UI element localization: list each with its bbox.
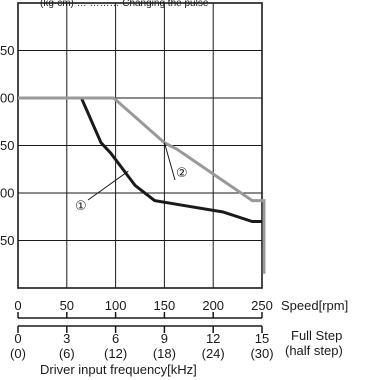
speed-axis: 0 50 100 150 200 250	[14, 298, 273, 319]
series-layer	[18, 96, 266, 274]
frequency-axis-half-step-label: (half step)	[285, 343, 343, 358]
speed-axis-tick-label-0: 0	[14, 298, 21, 313]
series-line-1	[18, 96, 264, 223]
speed-axis-title: Speed[rpm]	[281, 298, 348, 313]
chart-header-text: (kg·cm) … ……… Changing the pulse	[40, 0, 209, 9]
plot-area-frame	[17, 2, 263, 289]
speed-axis-tick-label-4: 200	[202, 298, 224, 313]
frequency-axis-tick-label-1: 3	[63, 331, 70, 346]
frequency-axis-tick-label-4: 12	[206, 331, 220, 346]
annotation-label-2: ②	[176, 165, 188, 180]
annotation-leader-1	[87, 170, 129, 201]
frequency-axis-tick-label-2: 6	[112, 331, 119, 346]
y-axis-tick-labels: 50 00 50 00 50	[0, 43, 14, 248]
frequency-axis-half-step-label-3: (18)	[153, 346, 176, 361]
speed-axis-tick-label-2: 100	[105, 298, 127, 313]
speed-axis-tick-label-3: 150	[154, 298, 176, 313]
frequency-axis-half-step-label-1: (6)	[59, 346, 75, 361]
annotation-label-1: ①	[75, 198, 87, 213]
frequency-axis: 0(0) 3(6) 6(12) 9(18) 12(24) 15(30)	[10, 325, 274, 361]
frequency-axis-title: Driver input frequency[kHz]	[40, 362, 197, 377]
annotation-layer: ①②	[75, 142, 188, 213]
frequency-axis-half-step-label-0: (0)	[10, 346, 26, 361]
y-tick-label-4: 50	[0, 43, 14, 58]
y-tick-label-1: 00	[0, 186, 14, 201]
chart-grid	[18, 3, 262, 288]
frequency-axis-half-step-label-2: (12)	[104, 346, 127, 361]
frequency-axis-half-step-label-4: (24)	[202, 346, 225, 361]
speed-axis-tick-label-1: 50	[60, 298, 74, 313]
annotation-leader-2	[163, 142, 176, 181]
frequency-axis-tick-label-3: 9	[161, 331, 168, 346]
frequency-axis-half-step-label-5: (30)	[250, 346, 273, 361]
speed-axis-tick-label-5: 250	[251, 298, 273, 313]
series-line-2	[18, 96, 266, 274]
y-tick-label-3: 00	[0, 91, 14, 106]
frequency-axis-tick-label-5: 15	[255, 331, 269, 346]
y-tick-label-0: 50	[0, 233, 14, 248]
frequency-axis-tick-label-0: 0	[14, 331, 21, 346]
y-tick-label-2: 50	[0, 138, 14, 153]
frequency-axis-full-step-label: Full Step	[291, 328, 342, 343]
